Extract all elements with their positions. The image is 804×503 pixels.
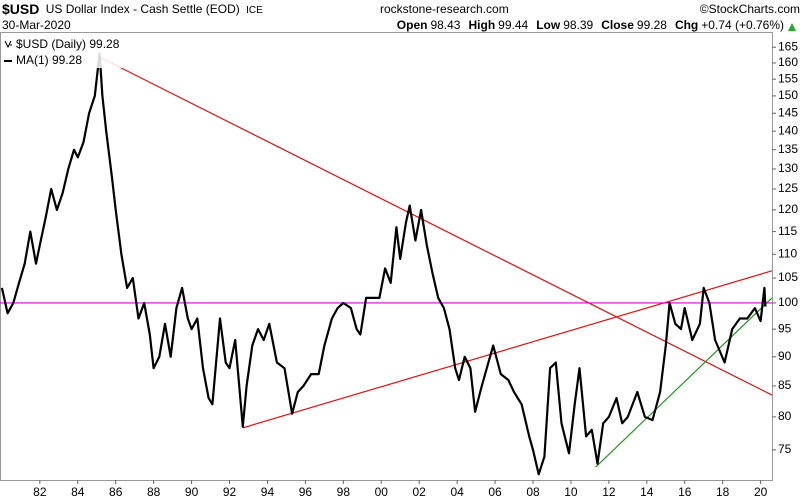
x-tick-label: 92 <box>223 485 237 499</box>
quote-value: 98.43 <box>430 18 460 32</box>
up-arrow <box>788 23 796 31</box>
y-tick-label: 145 <box>778 105 798 119</box>
y-tick-label: 75 <box>778 442 792 456</box>
y-tick-label: 155 <box>778 71 798 85</box>
y-tick-label: 90 <box>778 349 792 363</box>
plot-area <box>0 52 772 476</box>
x-tick-label: 84 <box>71 485 85 499</box>
x-tick-label: 06 <box>488 485 502 499</box>
source: rockstone-research.com <box>380 2 509 16</box>
quote-value: 98.39 <box>563 18 593 32</box>
y-tick-label: 135 <box>778 142 798 156</box>
legend-icon <box>4 40 12 49</box>
x-tick-label: 98 <box>337 485 351 499</box>
x-tick-label: 20 <box>754 485 768 499</box>
legend-entry: $USD (Daily) 99.28 <box>16 37 120 51</box>
x-tick-label: 16 <box>678 485 692 499</box>
x-tick-label: 88 <box>147 485 161 499</box>
x-tick-label: 08 <box>526 485 540 499</box>
quote-label: Open <box>397 18 428 32</box>
y-tick-label: 165 <box>778 39 798 53</box>
x-tick-label: 82 <box>33 485 47 499</box>
plot-frame <box>0 32 773 481</box>
y-tick-label: 160 <box>778 55 798 69</box>
y-tick-label: 120 <box>778 202 798 216</box>
y-tick-label: 125 <box>778 181 798 195</box>
quote-label: Low <box>536 18 561 32</box>
x-tick-label: 90 <box>185 485 199 499</box>
quote-label: Chg <box>675 18 698 32</box>
x-tick-label: 00 <box>375 485 389 499</box>
quote-label: High <box>468 18 495 32</box>
y-tick-label: 110 <box>778 246 797 260</box>
x-tick-label: 96 <box>299 485 313 499</box>
x-tick-label: 14 <box>640 485 654 499</box>
x-tick-label: 02 <box>413 485 427 499</box>
exchange: ICE <box>246 5 263 16</box>
y-tick-label: 105 <box>778 270 798 284</box>
y-tick-label: 95 <box>778 321 792 335</box>
quote-value: 99.28 <box>637 18 667 32</box>
y-tick-label: 140 <box>778 123 798 137</box>
quote-label: Close <box>601 18 634 32</box>
credit: ©StockCharts.com <box>700 2 800 16</box>
trend-line <box>98 56 772 396</box>
x-tick-label: 10 <box>564 485 578 499</box>
y-tick-label: 115 <box>778 224 797 238</box>
quote-value: 99.44 <box>498 18 528 32</box>
x-tick-label: 12 <box>602 485 616 499</box>
x-tick-label: 86 <box>109 485 123 499</box>
legend <box>2 38 134 68</box>
quote-value: +0.74 (+0.76%) <box>701 18 784 32</box>
y-tick-label: 80 <box>778 409 792 423</box>
x-tick-label: 04 <box>450 485 464 499</box>
date: 30-Mar-2020 <box>2 18 71 32</box>
symbol: $USD <box>2 1 39 17</box>
y-tick-label: 85 <box>778 378 792 392</box>
x-tick-label: 94 <box>261 485 275 499</box>
trend-line <box>595 297 772 468</box>
y-tick-label: 100 <box>778 295 798 309</box>
x-tick-label: 18 <box>716 485 730 499</box>
trend-line <box>242 270 772 429</box>
quote: Open 98.43 High 99.44 Low 98.39 Close 99.28 Chg +… <box>397 18 784 32</box>
legend-entry: MA(1) 99.28 <box>16 53 82 67</box>
chart-header: $USD US Dollar Index - Cash Settle (EOD)… <box>2 1 263 17</box>
instrument-name: US Dollar Index - Cash Settle (EOD) <box>46 2 240 16</box>
price-line <box>0 52 767 476</box>
y-tick-label: 130 <box>778 161 798 175</box>
y-tick-label: 150 <box>778 88 798 102</box>
